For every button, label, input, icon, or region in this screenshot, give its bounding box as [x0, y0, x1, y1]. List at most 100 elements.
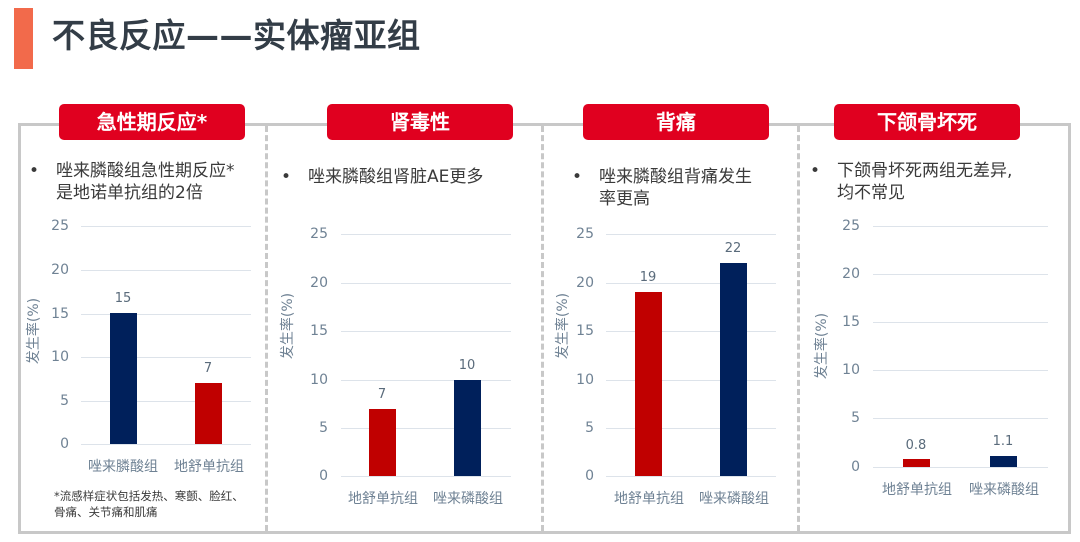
- panel-jaw-osteonecrosis: 下颌骨坏死 • 下颌骨坏死两组无差异, 均不常见 发生率(%) 25 20 15…: [800, 104, 1065, 531]
- footnote-line: 骨痛、关节痛和肌痛: [54, 505, 158, 519]
- gridline: [341, 234, 511, 235]
- y-tick: 0: [585, 468, 594, 484]
- bar-chart: 发生率(%) 25 20 15 10 5 0 15 7 唑来膦酸组 地舒单抗组: [21, 126, 265, 486]
- gridline: [606, 331, 776, 332]
- category-label: 唑来磷酸组: [433, 491, 503, 507]
- gridline: [873, 418, 1048, 419]
- title-accent-bar: [14, 8, 33, 69]
- footnote-line: *流感样症状包括发热、寒颤、脸红、: [54, 489, 244, 503]
- note-line: 是地诺单抗组的2倍: [56, 183, 203, 203]
- note-line: 唑来膦酸组背痛发生: [599, 167, 752, 187]
- bar-denosumab: [635, 292, 662, 476]
- category-label: 地舒单抗组: [348, 491, 418, 507]
- panel-divider: [797, 126, 800, 531]
- gridline: [81, 226, 251, 227]
- gridline: [341, 283, 511, 284]
- gridline: [341, 380, 511, 381]
- bar-value-label: 7: [377, 387, 387, 402]
- bullet-icon: •: [810, 161, 821, 181]
- y-axis-label: 发生率(%): [814, 312, 830, 380]
- bar-chart: 发生率(%) 25 20 15 10 5 0 0.8 1.1 地舒单抗组 唑来磷…: [800, 126, 1065, 506]
- y-axis-label: 发生率(%): [280, 292, 296, 360]
- category-label: 唑来磷酸组: [699, 491, 769, 507]
- category-label: 地舒单抗组: [174, 459, 244, 475]
- y-tick: 15: [310, 323, 328, 339]
- panel-tag: 急性期反应*: [59, 104, 245, 140]
- note-line: 均不常见: [837, 183, 905, 203]
- gridline: [873, 226, 1048, 227]
- bar-denosumab: [195, 383, 222, 444]
- bar-value-label: 15: [114, 291, 132, 306]
- y-tick: 0: [60, 436, 69, 452]
- y-tick: 0: [319, 468, 328, 484]
- y-tick: 20: [576, 275, 594, 291]
- bar-zoledronic: [990, 456, 1017, 467]
- y-tick: 15: [576, 323, 594, 339]
- gridline: [341, 331, 511, 332]
- y-tick: 10: [51, 349, 69, 365]
- gridline: [341, 476, 511, 477]
- bar-zoledronic: [720, 263, 747, 476]
- gridline: [606, 234, 776, 235]
- y-tick: 10: [310, 372, 328, 388]
- panel-nephrotoxicity: 肾毒性 • 唑来膦酸组肾脏AE更多 发生率(%) 25 20 15 10 5 0…: [268, 104, 541, 531]
- y-tick: 25: [842, 218, 860, 234]
- y-tick: 25: [310, 226, 328, 242]
- bar-zoledronic: [110, 313, 137, 444]
- footnote: *流感样症状包括发热、寒颤、脸红、 骨痛、关节痛和肌痛: [54, 488, 244, 520]
- bar-value-label: 10: [458, 358, 476, 373]
- gridline: [81, 270, 251, 271]
- gridline: [81, 357, 251, 358]
- y-tick: 15: [842, 314, 860, 330]
- gridline: [606, 476, 776, 477]
- gridline: [873, 274, 1048, 275]
- note-line: 唑来膦酸组急性期反应*: [56, 161, 235, 181]
- gridline: [606, 428, 776, 429]
- y-tick: 15: [51, 306, 69, 322]
- y-tick: 20: [51, 262, 69, 278]
- bar-chart: 发生率(%) 25 20 15 10 5 0 19 22 地舒单抗组 唑来磷酸组: [544, 126, 797, 507]
- y-tick: 20: [310, 275, 328, 291]
- panel-back-pain: 背痛 • 唑来膦酸组背痛发生 率更高 发生率(%) 25 20 15 10 5 …: [544, 104, 797, 531]
- bar-denosumab: [903, 459, 930, 467]
- bar-zoledronic: [454, 380, 481, 476]
- gridline: [873, 467, 1048, 468]
- bullet-icon: •: [29, 161, 40, 181]
- category-label: 唑来膦酸组: [88, 459, 158, 475]
- gridline: [873, 322, 1048, 323]
- y-tick: 5: [585, 420, 594, 436]
- panel-divider: [265, 126, 268, 531]
- page-title: 不良反应——实体瘤亚组: [52, 16, 421, 55]
- category-label: 地舒单抗组: [882, 482, 952, 498]
- gridline: [606, 283, 776, 284]
- y-tick: 0: [851, 459, 860, 475]
- note-line: 率更高: [599, 189, 650, 209]
- y-tick: 5: [319, 420, 328, 436]
- category-label: 地舒单抗组: [614, 491, 684, 507]
- gridline: [341, 428, 511, 429]
- bar-value-label: 1.1: [992, 434, 1014, 449]
- bar-denosumab: [369, 409, 396, 476]
- gridline: [81, 314, 251, 315]
- note-line: 唑来膦酸组肾脏AE更多: [308, 167, 484, 187]
- bullet-icon: •: [281, 167, 292, 187]
- y-tick: 10: [576, 372, 594, 388]
- note-line: 下颌骨坏死两组无差异,: [837, 161, 1013, 181]
- panel-tag: 肾毒性: [327, 104, 513, 140]
- y-tick: 5: [60, 393, 69, 409]
- panel-acute-phase-reaction: 急性期反应* • 唑来膦酸组急性期反应* 是地诺单抗组的2倍 发生率(%) 25…: [21, 104, 265, 531]
- y-tick: 25: [51, 218, 69, 234]
- gridline: [81, 444, 251, 445]
- panels-frame: [18, 123, 1071, 534]
- panel-divider: [541, 126, 544, 531]
- y-tick: 20: [842, 266, 860, 282]
- bullet-icon: •: [572, 167, 583, 187]
- gridline: [81, 401, 251, 402]
- panel-tag: 背痛: [583, 104, 769, 140]
- y-tick: 10: [842, 362, 860, 378]
- gridline: [873, 370, 1048, 371]
- bar-value-label: 7: [203, 361, 213, 376]
- bar-value-label: 19: [639, 270, 657, 285]
- bar-chart: 发生率(%) 25 20 15 10 5 0 7 10 地舒单抗组 唑来磷酸组: [268, 126, 541, 507]
- bar-value-label: 22: [724, 241, 742, 256]
